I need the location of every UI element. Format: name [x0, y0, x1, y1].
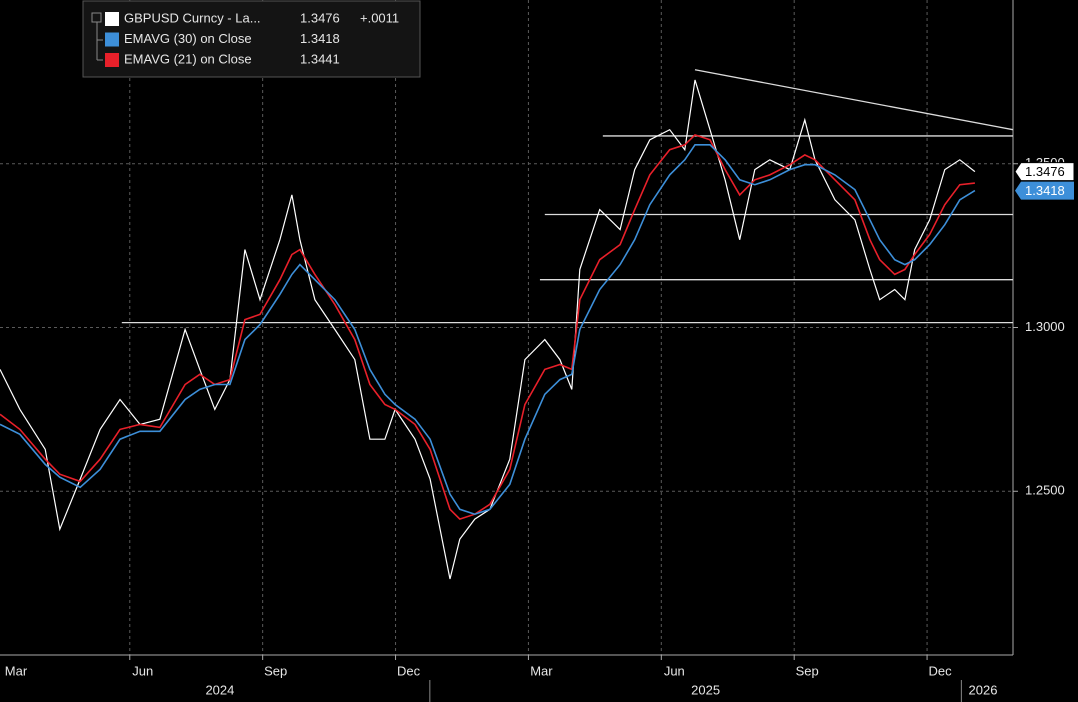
- legend-change: +.0011: [360, 10, 399, 25]
- x-tick-label: Sep: [796, 663, 819, 678]
- y-tick-label: 1.2500: [1025, 483, 1065, 498]
- x-tick-label: Jun: [132, 663, 153, 678]
- legend: GBPUSD Curncy - La... 1.3476 +.0011 EMAVG (…: [82, 0, 421, 78]
- legend-box: [82, 0, 421, 78]
- legend-value: 1.3418: [300, 31, 340, 46]
- price-tag-label: 1.3476: [1025, 164, 1065, 179]
- legend-value: 1.3476: [300, 10, 340, 25]
- legend-swatch: [105, 53, 119, 67]
- year-label: 2024: [205, 682, 234, 697]
- legend-label: EMAVG (21) on Close: [124, 51, 252, 66]
- year-label: 2025: [691, 682, 720, 697]
- series-line: [0, 144, 976, 516]
- legend-value: 1.3441: [300, 51, 340, 66]
- x-tick-label: Jun: [664, 663, 685, 678]
- x-tick-label: Mar: [530, 663, 553, 678]
- x-tick-label: Dec: [929, 663, 953, 678]
- series-line: [0, 133, 975, 521]
- legend-label: EMAVG (30) on Close: [124, 31, 252, 46]
- legend-swatch: [105, 12, 119, 26]
- price-tag: [1014, 162, 1075, 182]
- x-tick-label: Mar: [5, 663, 28, 678]
- x-tick-label: Sep: [264, 663, 287, 678]
- legend-collapse: [91, 12, 102, 23]
- price-tag: [1015, 181, 1074, 200]
- legend-tree: [96, 22, 103, 61]
- y-tick-label: 1.3000: [1025, 319, 1065, 334]
- trendline: [694, 69, 1014, 131]
- legend-swatch: [105, 32, 119, 47]
- legend-label: GBPUSD Curncy - La...: [124, 10, 261, 25]
- x-tick-label: Dec: [397, 663, 421, 678]
- price-tag-label: 1.3418: [1025, 183, 1065, 198]
- year-label: 2026: [969, 682, 998, 697]
